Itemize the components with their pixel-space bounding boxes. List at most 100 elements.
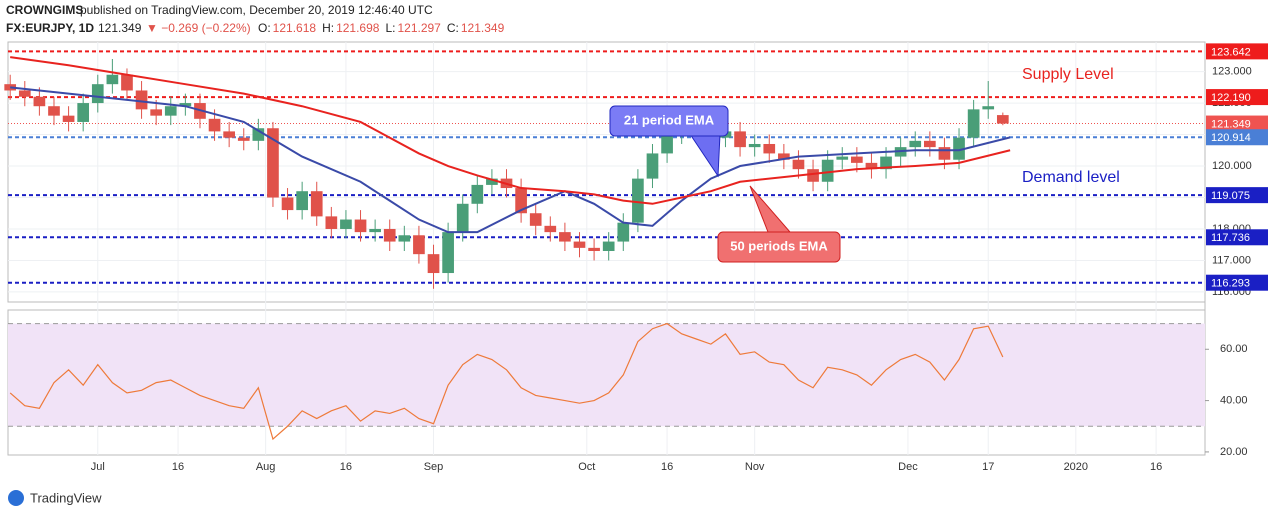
x-tick-label: Sep	[424, 461, 444, 473]
candle-body	[106, 74, 119, 85]
candle-body	[121, 74, 133, 91]
candle-body	[77, 103, 90, 122]
candle-body	[456, 203, 469, 233]
candle-body	[617, 222, 630, 242]
ohlc-key: O:	[258, 21, 271, 35]
level-tag	[1206, 229, 1268, 246]
candle-body	[515, 188, 527, 214]
candle-body	[62, 115, 75, 122]
level-tag	[1206, 115, 1268, 132]
y-tick-label: 60.00	[1220, 343, 1248, 355]
candle-body	[807, 169, 819, 182]
callout-pointer	[689, 133, 721, 178]
x-tick-label: Dec	[898, 461, 918, 473]
rsi-band	[8, 323, 1205, 427]
x-tick-label: 16	[1150, 461, 1162, 473]
candle-body	[354, 219, 367, 233]
candle-body	[91, 84, 104, 104]
ohlc: O: 121.618 H: 121.698 L: 121.297 C: 121.349	[258, 21, 505, 35]
candle-body	[559, 232, 571, 242]
candle-body	[310, 191, 323, 217]
level-label: 122.190	[1211, 92, 1251, 104]
candle-body	[398, 235, 411, 242]
candle-body	[369, 228, 381, 233]
candle-body	[661, 134, 673, 154]
x-tick-label: 16	[661, 461, 673, 473]
candle-body	[821, 159, 834, 182]
callout-text: 50 periods EMA	[730, 238, 828, 253]
candle-body	[427, 254, 440, 274]
candle-body	[851, 156, 863, 163]
y-tick-label: 40.00	[1220, 394, 1248, 406]
candle-body	[996, 115, 1009, 124]
level-label: 120.914	[1211, 132, 1251, 144]
x-tick-label: 16	[172, 461, 184, 473]
quote: 121.349	[98, 21, 142, 35]
candle-body	[383, 228, 396, 242]
level-tag	[1206, 187, 1268, 204]
candle-body	[223, 131, 235, 138]
candle-body	[865, 162, 878, 170]
callout-pointer	[749, 185, 792, 233]
candle-body	[442, 232, 454, 274]
callout-box	[609, 105, 729, 137]
candle-body	[792, 159, 805, 170]
candle-body	[778, 153, 790, 160]
ema-line	[10, 56, 1011, 205]
ohlc-key: C:	[447, 21, 459, 35]
candle-body	[296, 191, 308, 211]
candle-body	[281, 197, 294, 211]
candle-body	[237, 137, 250, 141]
candle-body	[632, 178, 644, 223]
level-tag	[1206, 274, 1268, 291]
candle-body	[48, 106, 60, 116]
candle-body	[33, 96, 46, 107]
candle-body	[573, 241, 586, 248]
level-label: 123.642	[1211, 46, 1251, 58]
x-tick-label: 17	[982, 461, 994, 473]
x-tick-label: Jul	[91, 461, 105, 473]
x-tick-label: 16	[340, 461, 352, 473]
level-tag	[1206, 89, 1268, 106]
ohlc-value: 121.698	[336, 21, 380, 35]
candle-body	[982, 106, 995, 110]
y-tick-label: 20.00	[1220, 446, 1248, 458]
candle-body	[471, 184, 484, 204]
candle-body	[880, 156, 892, 170]
publisher: CROWNGIMS	[6, 3, 83, 17]
level-label: 121.349	[1211, 118, 1251, 130]
candle-body	[588, 247, 600, 252]
supply-label: Supply Level	[1022, 66, 1114, 83]
level-label: 117.736	[1211, 232, 1250, 244]
candle-body	[267, 128, 279, 198]
candle-body	[208, 118, 221, 132]
level-label: 119.075	[1211, 190, 1250, 202]
plot: 116.000117.000118.000119.000120.000121.0…	[4, 42, 1268, 473]
y-tick-label: 120.000	[1212, 160, 1252, 172]
logo	[8, 490, 24, 506]
candle-body	[164, 106, 177, 116]
ohlc-value: 121.349	[461, 21, 505, 35]
candle-body	[923, 140, 936, 148]
candle-body	[646, 153, 659, 179]
candle-body	[486, 178, 498, 185]
ohlc-value: 121.297	[397, 21, 441, 35]
candle-body	[953, 137, 965, 160]
rsi-line	[9, 322, 1004, 441]
y-tick-label: 123.000	[1212, 65, 1252, 77]
x-tick-label: Nov	[745, 461, 765, 473]
level-tag	[1206, 129, 1268, 146]
candle-body	[340, 219, 352, 229]
candle-body	[252, 128, 265, 141]
candle-body	[748, 143, 761, 148]
demand-label: Demand level	[1022, 169, 1120, 186]
callout-text: 21 period EMA	[624, 112, 715, 127]
candle-body	[544, 225, 557, 233]
y-tick-label: 117.000	[1212, 254, 1251, 266]
candle-body	[413, 235, 425, 255]
ohlc-key: H:	[322, 21, 334, 35]
candle-body	[602, 241, 615, 252]
level-tag	[1206, 43, 1268, 60]
ohlc-key: L:	[385, 21, 395, 35]
